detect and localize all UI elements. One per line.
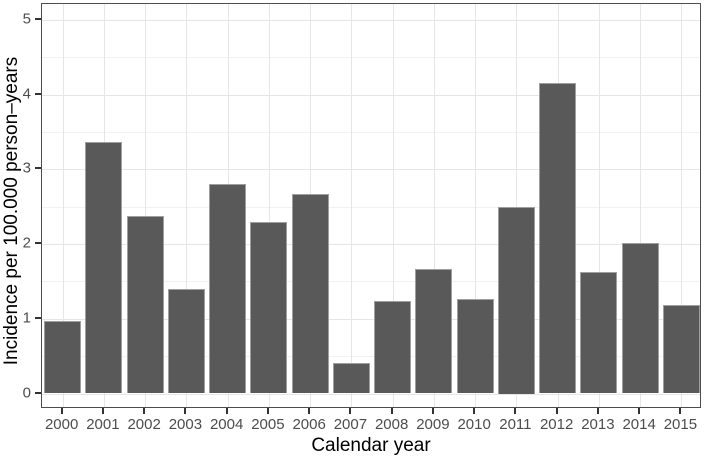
x-tick-label: 2008: [374, 416, 409, 433]
x-axis-tick: [555, 408, 558, 414]
x-axis-tick: [514, 408, 517, 414]
gridline-h-minor: [42, 132, 700, 134]
gridline-h-minor: [42, 206, 700, 208]
gridline-v-major: [268, 4, 270, 407]
y-tick-label: 3: [22, 159, 31, 177]
gridline-v-major: [186, 4, 188, 407]
y-axis-tick: [35, 18, 41, 20]
y-tick-label: 4: [22, 85, 31, 103]
y-tick-label: 0: [22, 384, 31, 401]
gridline-h-major: [42, 393, 700, 395]
bar-2006: [291, 194, 329, 394]
gridline-v-major: [145, 4, 147, 407]
y-axis-tick: [35, 92, 41, 95]
gridline-h-minor: [42, 281, 700, 283]
bar-2015: [662, 305, 700, 394]
bar-2011: [497, 206, 535, 394]
bar-2003: [167, 288, 205, 394]
x-axis-tick: [308, 408, 311, 414]
x-axis-tick: [390, 408, 393, 414]
x-tick-label: 2014: [622, 416, 656, 433]
bar-2012: [539, 83, 577, 394]
x-tick-label: 2015: [663, 416, 698, 433]
x-axis-tick: [266, 408, 269, 414]
x-axis-tick: [596, 408, 599, 414]
x-tick-label: 2002: [127, 416, 161, 433]
gridline-v-major: [681, 4, 683, 407]
gridline-v-major: [475, 4, 477, 407]
y-axis-tick: [35, 391, 41, 394]
bar-2014: [621, 243, 659, 394]
gridline-v-major: [433, 4, 435, 407]
bar-2002: [126, 215, 164, 394]
gridline-v-major: [392, 4, 394, 407]
bar-2009: [415, 269, 453, 394]
plot-panel: [41, 3, 701, 408]
x-tick-label: 2012: [539, 416, 574, 433]
x-tick-label: 2013: [581, 416, 615, 433]
x-axis-tick: [143, 408, 146, 414]
gridline-v-major: [640, 4, 642, 407]
bar-2004: [209, 184, 247, 394]
gridline-h-major: [42, 94, 700, 96]
gridline-h-major: [42, 244, 700, 246]
bar-2000: [44, 321, 82, 394]
x-axis-tick: [431, 408, 434, 414]
x-tick-label: 2003: [168, 416, 203, 433]
x-tick-label: 2011: [499, 416, 532, 433]
y-tick-label: 5: [22, 10, 31, 28]
x-tick-label: 2001: [86, 416, 120, 433]
y-axis-tick: [35, 316, 41, 319]
x-axis-tick: [473, 408, 476, 414]
gridline-h-minor: [42, 57, 700, 59]
x-axis-tick: [101, 408, 104, 414]
x-tick-label: 2010: [457, 416, 491, 433]
gridline-h-major: [42, 20, 700, 21]
bar-2007: [332, 362, 370, 394]
x-tick-label: 2005: [251, 416, 285, 433]
gridline-h-major: [42, 318, 700, 320]
bar-2010: [456, 299, 494, 394]
x-tick-label: 2004: [209, 416, 244, 433]
bar-2001: [85, 141, 123, 394]
x-axis-tick: [349, 408, 352, 414]
x-axis-title: Calendar year: [311, 435, 431, 456]
gridline-h-minor: [42, 356, 700, 358]
gridline-h-major: [42, 169, 700, 171]
x-tick-label: 2007: [333, 416, 368, 433]
x-tick-label: 2006: [292, 416, 326, 433]
bar-2013: [580, 272, 618, 394]
gridline-v-major: [62, 4, 64, 407]
x-tick-label: 2009: [416, 416, 450, 433]
y-tick-label: 1: [22, 309, 31, 327]
gridline-v-major: [598, 4, 600, 407]
y-tick-label: 2: [22, 234, 31, 252]
gridline-v-major: [516, 4, 518, 407]
y-axis-tick: [35, 242, 41, 245]
x-axis-tick: [184, 408, 187, 414]
x-axis-tick: [638, 408, 641, 414]
gridline-v-major: [351, 4, 353, 407]
bar-2005: [250, 221, 288, 394]
x-axis-tick: [225, 408, 228, 414]
bar-2008: [374, 300, 412, 394]
x-axis-tick: [60, 408, 63, 414]
x-axis-tick: [679, 408, 682, 414]
y-axis-tick: [35, 167, 41, 170]
x-tick-label: 2000: [44, 416, 79, 433]
